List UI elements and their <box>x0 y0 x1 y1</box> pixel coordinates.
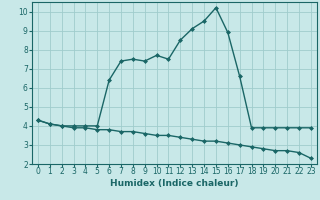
X-axis label: Humidex (Indice chaleur): Humidex (Indice chaleur) <box>110 179 239 188</box>
